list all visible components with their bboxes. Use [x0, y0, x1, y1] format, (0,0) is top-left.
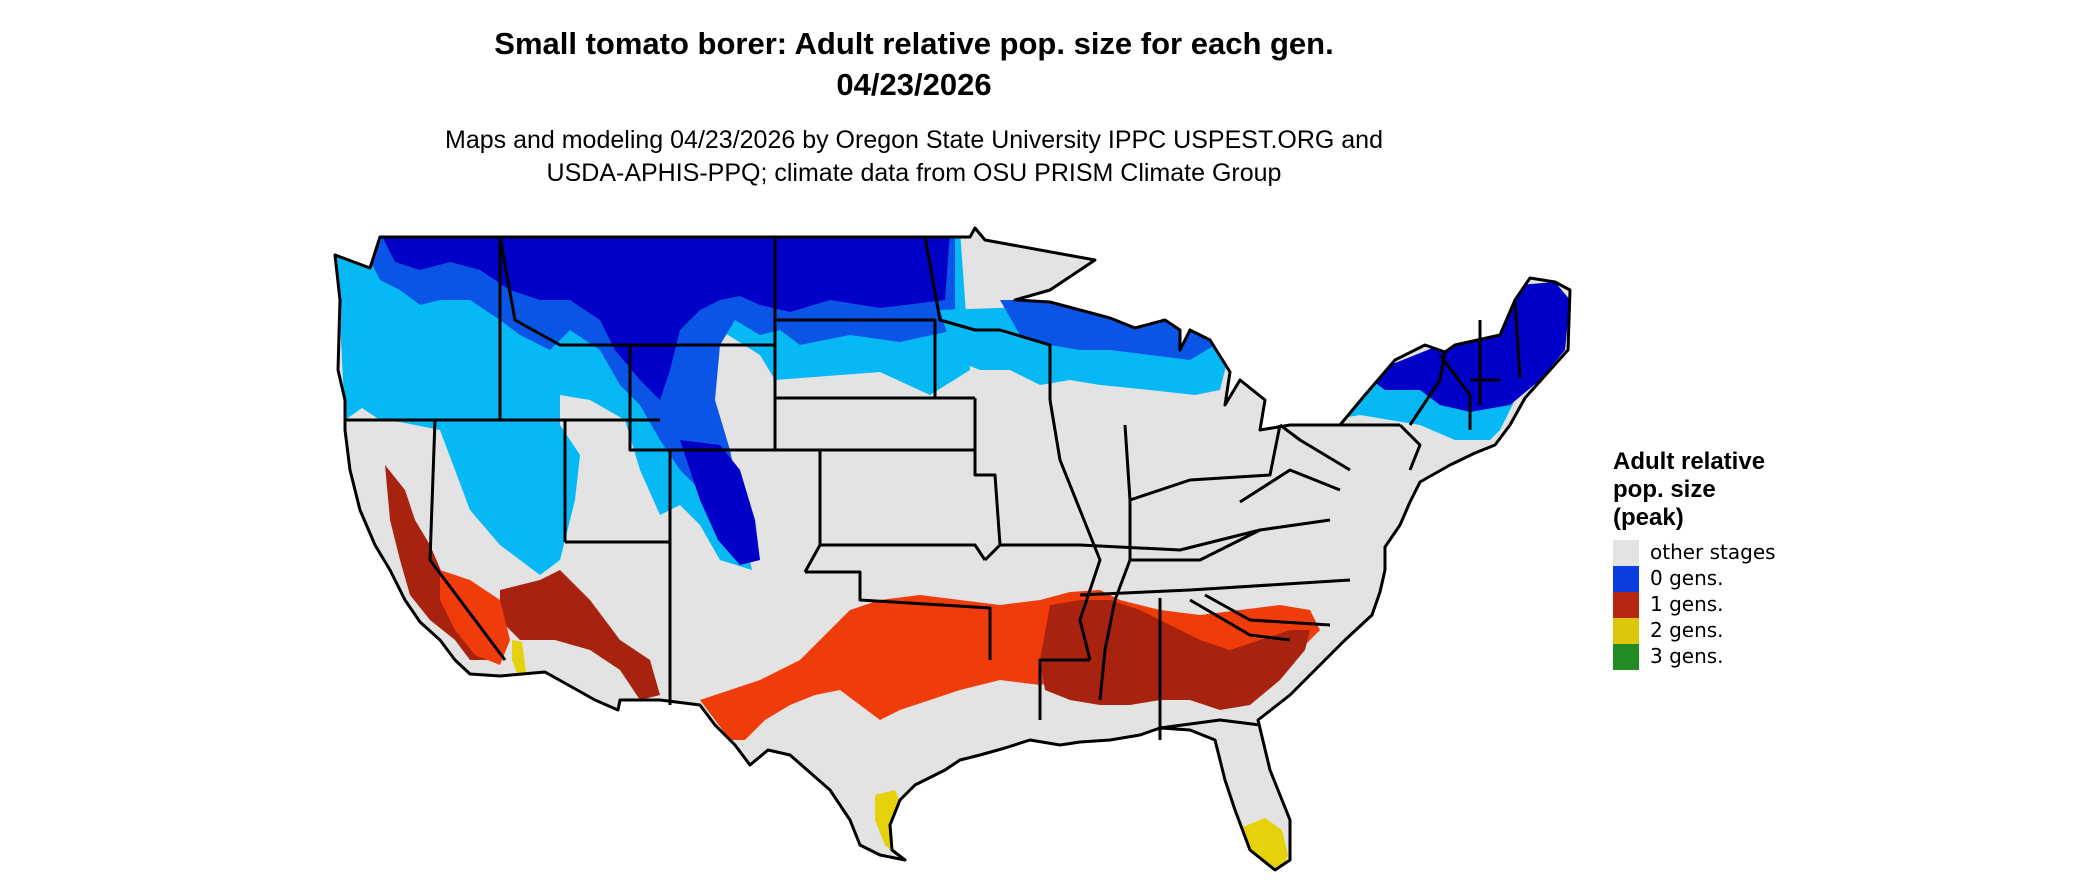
state-border-20 [1113, 424, 1132, 601]
state-border-35 [1438, 354, 1472, 430]
legend-swatch-1-gens [1613, 592, 1639, 618]
state-border-19 [1038, 658, 1090, 720]
state-border-15 [923, 236, 1052, 400]
state-border-14 [805, 570, 992, 660]
legend-label-0-gens: 0 gens. [1650, 566, 1724, 590]
legend-label-3-gens: 3 gens. [1650, 644, 1724, 668]
state-border-25 [1098, 599, 1117, 701]
state-border-4 [498, 236, 632, 420]
legend-swatch-2-gens [1613, 618, 1639, 644]
state-border-17 [1048, 399, 1102, 661]
region-sw-gen1 [500, 570, 660, 700]
state-border-28 [1159, 718, 1261, 730]
state-border-21 [1079, 578, 1351, 597]
state-border-24 [1130, 528, 1261, 562]
state-border-29 [1204, 593, 1331, 627]
region-northeast-dark [1365, 282, 1570, 412]
state-border-8 [773, 237, 937, 398]
state-border-30 [1239, 468, 1341, 504]
legend-label-1-gens: 1 gens. [1650, 592, 1724, 616]
state-border-31 [1279, 423, 1351, 472]
state-border-13 [820, 543, 987, 561]
map-title: Small tomato borer: Adult relative pop. … [494, 26, 1334, 61]
state-borders [333, 226, 1572, 872]
state-border-33 [1398, 423, 1422, 471]
state-border-27 [1189, 598, 1291, 642]
region-colorado-dark [680, 440, 760, 565]
state-border-16 [973, 398, 1002, 562]
population-regions [335, 230, 1570, 870]
legend-swatch-0-gens [1613, 566, 1639, 592]
legend-title: Adult relative pop. size (peak) [1613, 448, 1766, 531]
map-subtitle-line2: USDA-APHIS-PPQ; climate data from OSU PR… [546, 159, 1282, 187]
legend-swatch-other-stages [1613, 540, 1639, 566]
legend-swatch-3-gens [1613, 644, 1639, 670]
state-border-22 [1079, 518, 1331, 552]
state-border-23 [1129, 424, 1282, 502]
legend-label-2-gens: 2 gens. [1650, 618, 1724, 642]
region-south-florida-gen2 [1240, 818, 1288, 870]
state-border-38 [1513, 299, 1522, 379]
state-border-2 [428, 419, 507, 661]
map-date: 04/23/2026 [836, 67, 992, 102]
region-imperial-gen2 [512, 640, 526, 676]
legend-label-other-stages: other stages [1650, 540, 1776, 564]
region-north-dark [380, 232, 950, 400]
region-southeast-dark [1040, 600, 1310, 710]
map-subtitle-line1: Maps and modeling 04/23/2026 by Oregon S… [445, 126, 1383, 154]
